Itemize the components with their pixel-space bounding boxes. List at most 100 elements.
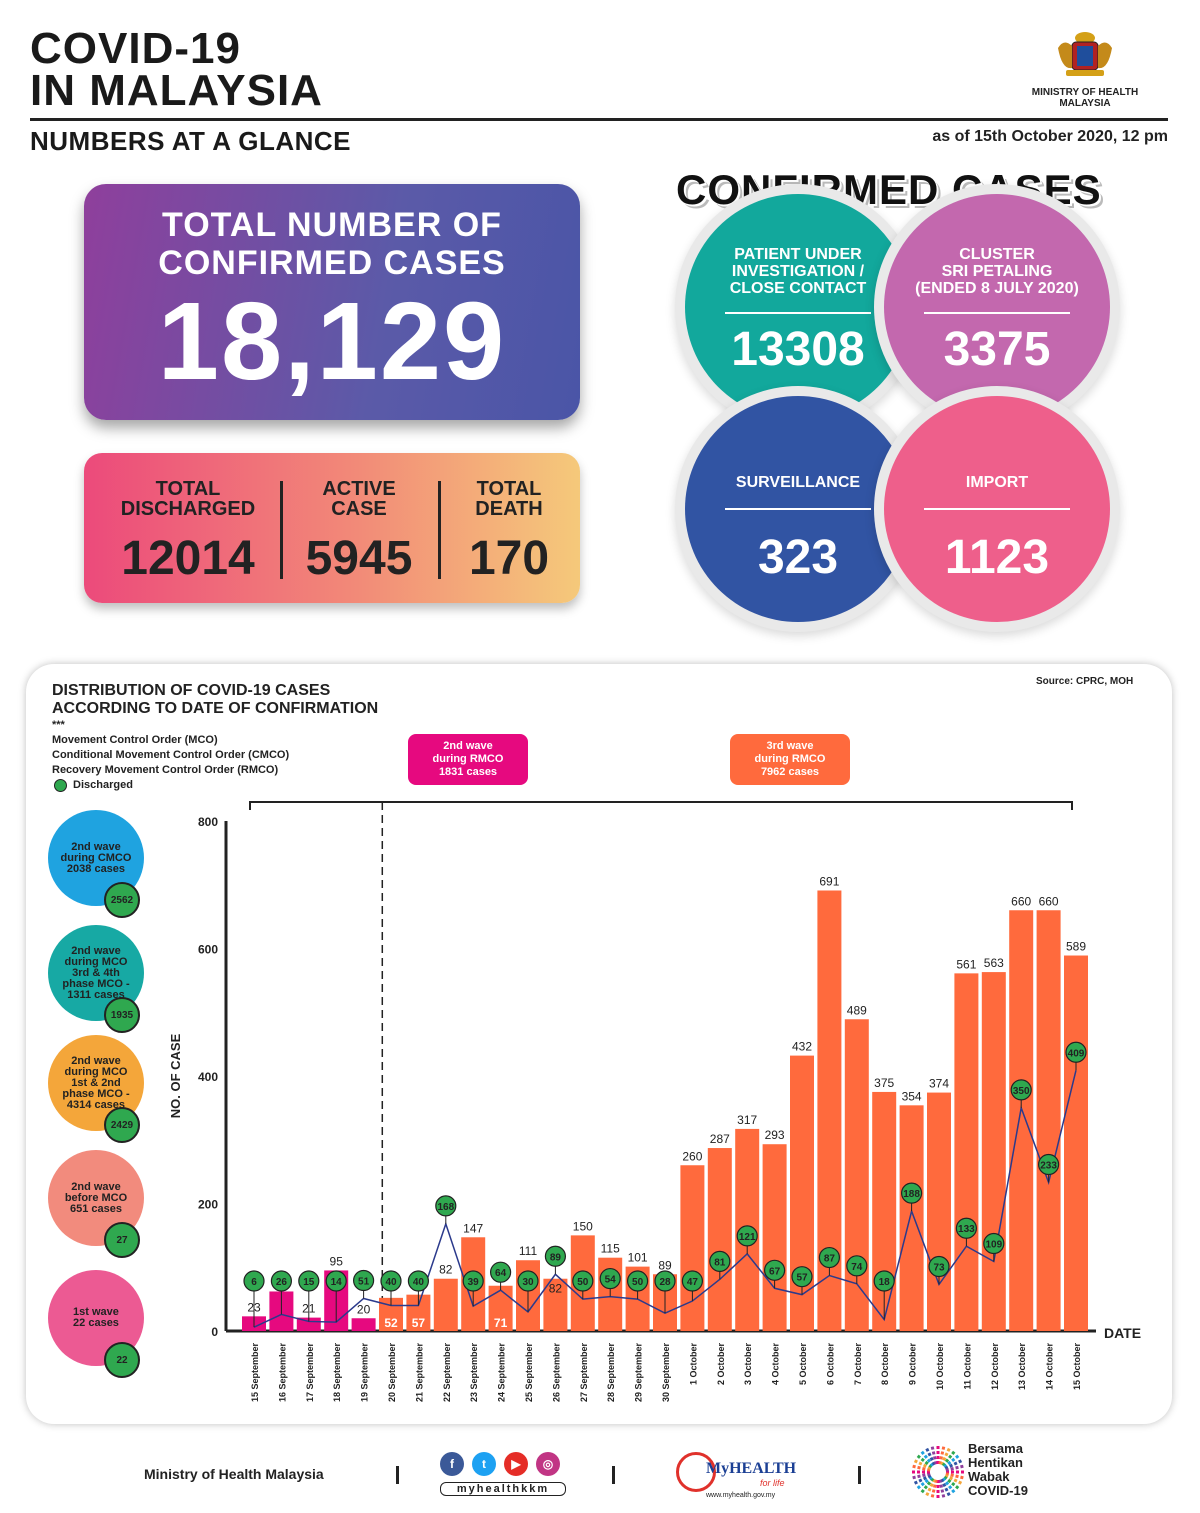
x-tick-label: 18 September	[332, 1343, 342, 1403]
discharged-value-label: 121	[739, 1232, 756, 1243]
surveillance-value: 323	[757, 531, 839, 584]
panel-title-line1: DISTRIBUTION OF COVID-19 CASES	[52, 682, 331, 699]
side-wave-label-line: phase MCO -	[62, 1087, 130, 1100]
discharged-marker	[325, 1270, 347, 1292]
campaign-line1: Bersama	[968, 1441, 1023, 1456]
discharged-value-label: 233	[1040, 1160, 1057, 1171]
facebook-icon[interactable]: f	[440, 1452, 464, 1476]
bar	[1009, 910, 1034, 1331]
x-tick-label: 8 October	[880, 1343, 890, 1386]
campaign-text: Bersama Hentikan Wabak COVID-19	[968, 1442, 1028, 1498]
bar-value-label: 95	[330, 1254, 344, 1268]
myhealth-wordmark: MyHEALTH	[706, 1460, 797, 1477]
sunburst-ray	[941, 1450, 956, 1467]
y-tick-label: 200	[198, 1198, 218, 1212]
discharged-value-label: 28	[659, 1277, 671, 1288]
twitter-icon[interactable]: t	[472, 1452, 496, 1476]
bar-value-label: 260	[682, 1149, 702, 1163]
legend-cmco: Conditional Movement Control Order (CMCO…	[52, 749, 290, 761]
bar	[954, 973, 979, 1331]
sunburst-ray	[945, 1464, 964, 1472]
pui-label-2: INVESTIGATION /	[731, 263, 865, 280]
bar	[899, 1105, 924, 1331]
discharged-value-label: 30	[522, 1277, 534, 1288]
side-wave-label-line: 1st & 2nd	[71, 1076, 121, 1089]
x-tick-label: 14 October	[1045, 1343, 1055, 1391]
bar-value-label: 660	[1039, 894, 1059, 908]
side-wave-label-line: 1st wave	[73, 1306, 119, 1318]
discharged-marker	[270, 1270, 292, 1292]
stat-death-label2: DEATH	[475, 498, 543, 520]
bar-value-label: 71	[494, 1316, 508, 1330]
discharged-value-label: 67	[769, 1266, 781, 1277]
bar-value-label: 111	[519, 1244, 538, 1258]
source-note: Source: CPRC, MOH	[1036, 676, 1134, 687]
stat-divider	[438, 481, 441, 579]
youtube-icon[interactable]: ▶	[504, 1452, 528, 1476]
bar-value-label: 563	[984, 956, 1004, 970]
x-tick-label: 16 September	[277, 1343, 287, 1403]
side-wave-discharged-badge: 27	[104, 1222, 140, 1258]
side-wave-label: 2nd wave during CMCO 2038 cases	[60, 841, 132, 875]
import-divider	[924, 508, 1070, 510]
side-wave-label-line: 22 cases	[73, 1317, 119, 1329]
campaign-line3: Wabak	[968, 1469, 1010, 1484]
title-line-1: COVID-19	[30, 24, 241, 73]
discharged-marker	[353, 1269, 375, 1292]
wave2-tag-line3: 1831 cases	[438, 766, 498, 778]
side-wave-label-line: 4314 cases	[66, 1098, 126, 1111]
discharged-marker	[490, 1261, 512, 1283]
panel-title-line2: ACCORDING TO DATE OF CONFIRMATION	[52, 700, 379, 717]
bar-value-label: 101	[628, 1251, 648, 1265]
bar	[351, 1318, 376, 1331]
side-wave-label-line: during CMCO	[60, 851, 132, 864]
x-tick-label: 9 October	[908, 1343, 918, 1386]
sunburst-ray	[920, 1450, 935, 1467]
ministry-logo: MINISTRY OF HEALTH MALAYSIA	[1010, 28, 1160, 109]
x-tick-label: 5 October	[798, 1343, 808, 1386]
bar-value-label: 374	[929, 1077, 949, 1091]
pui-value: 13308	[731, 323, 865, 376]
y-tick-label: 0	[211, 1325, 218, 1339]
stat-death-label1: TOTAL	[476, 478, 542, 500]
bar-value-label: 82	[549, 1282, 563, 1296]
malaysia-crest-icon	[1058, 32, 1112, 76]
x-tick-label: 13 October	[1017, 1343, 1027, 1391]
footer-divider	[612, 1466, 615, 1484]
campaign-line2: Hentikan	[968, 1455, 1023, 1470]
x-tick-label: 15 October	[1072, 1343, 1082, 1391]
bar-value-label: 375	[874, 1076, 894, 1090]
x-tick-label: 28 September	[606, 1343, 616, 1403]
discharged-value-label: 87	[824, 1254, 836, 1265]
bar	[981, 972, 1006, 1331]
page-title: COVID-19 IN MALAYSIA	[30, 24, 323, 113]
bar-value-label: 82	[439, 1263, 453, 1277]
stat-active-label2: CASE	[331, 498, 387, 520]
wave2-rmco-tag: 2nd wave during RMCO 1831 cases	[408, 734, 528, 785]
bar	[1064, 955, 1088, 1331]
bar	[927, 1092, 951, 1331]
instagram-icon[interactable]: ◎	[536, 1452, 560, 1476]
stat-death-value: 170	[468, 532, 550, 585]
x-axis-label: DATE	[1104, 1325, 1141, 1341]
discharged-value-label: 350	[1013, 1086, 1030, 1097]
cluster-label-3: (ENDED 8 JULY 2020)	[915, 280, 1079, 297]
discharged-value-label: 14	[331, 1277, 343, 1288]
x-tick-label: 25 September	[524, 1343, 534, 1403]
stat-divider	[280, 481, 283, 579]
footer-divider	[858, 1466, 861, 1484]
side-wave-label-line: 651 cases	[70, 1202, 122, 1215]
campaign-logo: Bersama Hentikan Wabak COVID-19	[910, 1440, 1060, 1504]
sunburst-ray	[938, 1479, 946, 1498]
discharged-value-label: 73	[933, 1262, 945, 1273]
x-tick-label: 10 October	[935, 1343, 945, 1391]
legend-discharged: Discharged	[52, 778, 289, 793]
bar	[543, 1278, 568, 1331]
legend-discharged-label: Discharged	[73, 779, 133, 791]
sunburst-ray	[938, 1446, 946, 1465]
discharged-marker	[818, 1246, 841, 1269]
stat-discharged: TOTAL DISCHARGED 12014	[98, 479, 278, 586]
myhealth-figure-icon	[676, 1452, 716, 1492]
pui-divider	[725, 312, 871, 314]
x-tick-label: 17 September	[305, 1343, 315, 1403]
